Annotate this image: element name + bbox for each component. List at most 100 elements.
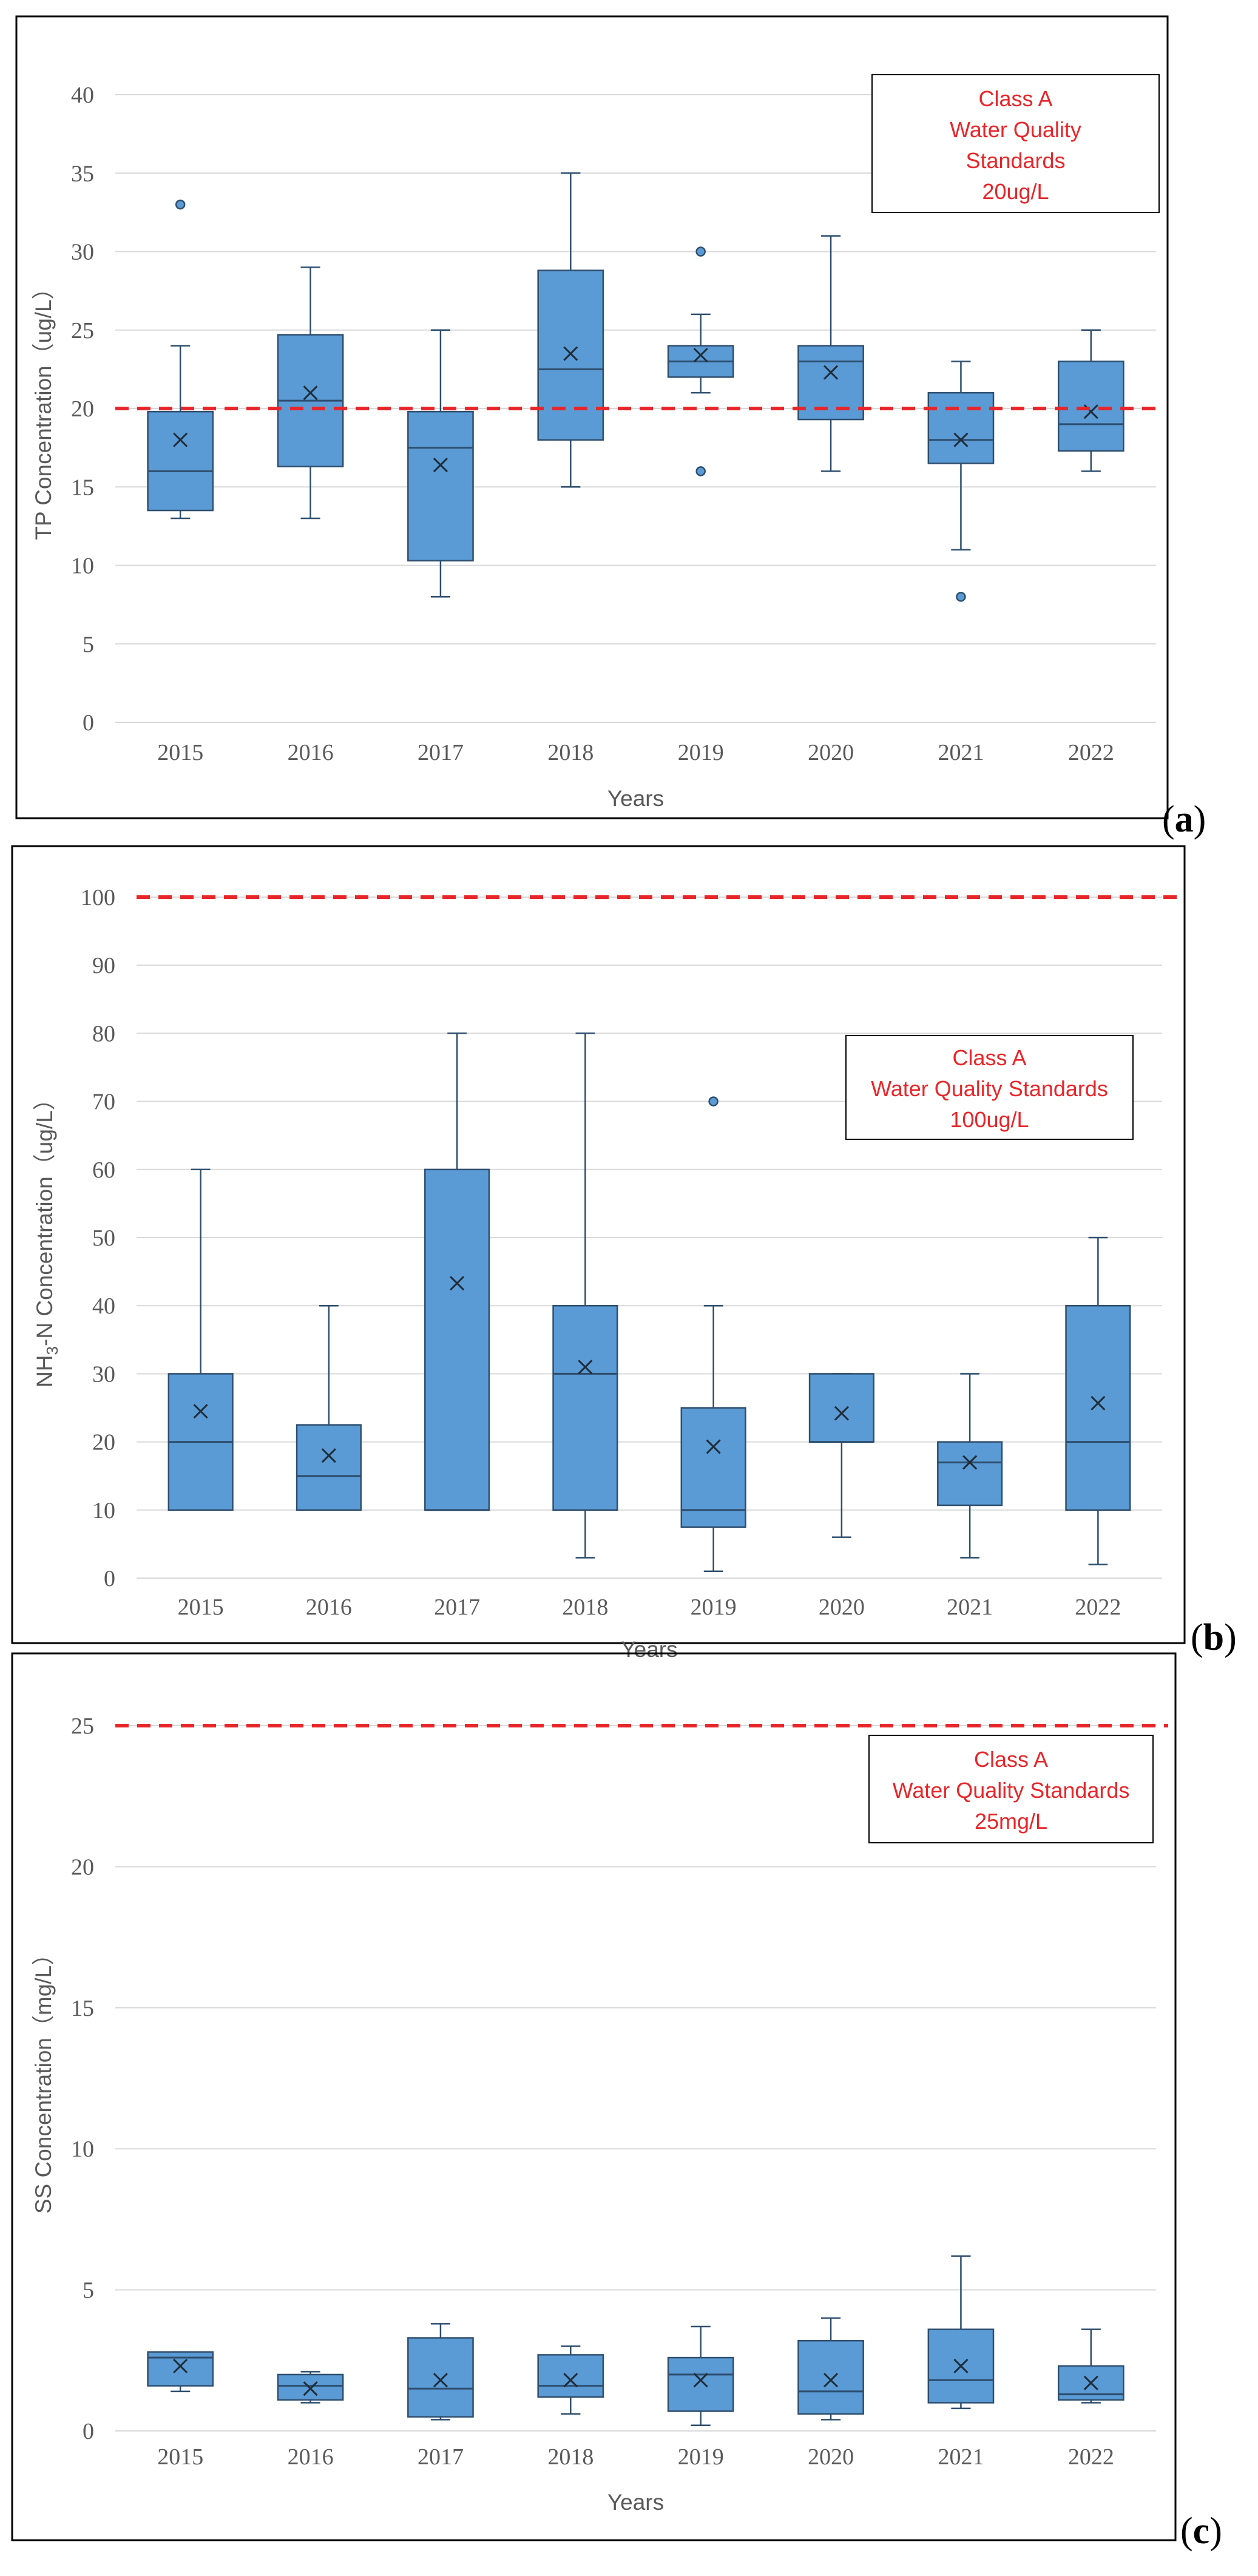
y-tick-label: 0 bbox=[83, 710, 94, 736]
box-2016 bbox=[296, 1304, 362, 1511]
mean-marker bbox=[433, 2373, 448, 2388]
legend-line: Water Quality Standards bbox=[871, 1076, 1108, 1101]
mean-marker bbox=[823, 365, 839, 380]
legend-line: Standards bbox=[965, 148, 1065, 173]
box-iqr bbox=[552, 1304, 618, 1511]
box-iqr bbox=[407, 2337, 474, 2418]
box-2020 bbox=[797, 235, 864, 472]
legend-line: 25mg/L bbox=[975, 1809, 1047, 1834]
panel-label-paren: ( bbox=[1162, 799, 1175, 840]
y-tick-label: 0 bbox=[83, 2419, 94, 2444]
y-tick-label: 60 bbox=[92, 1158, 115, 1183]
y-axis-title: TP Concentration（ug/L） bbox=[31, 277, 56, 540]
mean-marker bbox=[1083, 2375, 1098, 2391]
box-iqr bbox=[927, 391, 995, 464]
box-iqr bbox=[424, 1168, 490, 1511]
y-tick-label: 15 bbox=[71, 475, 94, 500]
box-iqr bbox=[937, 1441, 1003, 1507]
y-tick-label: 10 bbox=[71, 2137, 94, 2162]
legend-line: Class A bbox=[952, 1045, 1026, 1070]
y-tick-label: 20 bbox=[71, 396, 94, 422]
x-tick-label: 2016 bbox=[306, 1595, 352, 1620]
box-2018 bbox=[537, 2345, 604, 2415]
x-tick-label: 2015 bbox=[178, 1595, 224, 1620]
box-iqr bbox=[537, 269, 604, 441]
legend-line: Class A bbox=[974, 1747, 1048, 1772]
box-iqr bbox=[537, 2354, 604, 2398]
outlier-point bbox=[956, 591, 966, 602]
legend-box bbox=[871, 74, 1160, 213]
chart-panel-a: 0 5 10 15 20 25 30 35 40 2015 2016 2017 2018 2019 2020… bbox=[15, 15, 1206, 840]
x-tick-label: 2018 bbox=[547, 740, 593, 765]
y-axis-title: SS Concentration（mg/L） bbox=[31, 1943, 56, 2214]
x-tick-label: 2015 bbox=[157, 740, 203, 765]
chart-panel-c: 0 5 10 15 20 25 2015 2016 2017 2018 2019 2020 2021 20… bbox=[11, 1652, 1222, 2552]
y-tick-label: 80 bbox=[92, 1021, 115, 1046]
box-2018 bbox=[537, 172, 604, 488]
x-tick-label: 2020 bbox=[808, 2444, 854, 2470]
mean-marker bbox=[834, 1406, 849, 1421]
y-axis-title: NH3-N Concentration（ug/L） bbox=[32, 1088, 61, 1388]
x-tick-label: 2022 bbox=[1068, 2444, 1114, 2470]
chart-panel-b: 0 10 20 30 40 50 60 70 80 90 100 2015 2016 2017 2018 20… bbox=[11, 845, 1237, 1662]
box-2022 bbox=[1057, 329, 1124, 472]
mean-marker bbox=[303, 385, 318, 401]
y-tick-label: 25 bbox=[71, 318, 94, 344]
mean-marker bbox=[953, 432, 969, 447]
mean-marker bbox=[563, 346, 578, 361]
panel-label: (b) bbox=[1191, 1617, 1237, 1658]
box-iqr bbox=[667, 2356, 734, 2412]
x-tick-label: 2020 bbox=[808, 740, 854, 765]
y-tick-label: 10 bbox=[92, 1498, 115, 1524]
box-iqr bbox=[797, 2340, 864, 2415]
y-tick-label: 15 bbox=[71, 1996, 94, 2021]
y-axis-title-subscript: 3 bbox=[43, 1346, 61, 1355]
x-tick-label: 2019 bbox=[678, 2444, 724, 2470]
mean-marker bbox=[563, 2373, 578, 2388]
box-iqr bbox=[147, 410, 214, 512]
box-2017 bbox=[407, 2323, 474, 2421]
box-2018 bbox=[552, 1032, 618, 1559]
x-axis-title: Years bbox=[621, 1637, 677, 1662]
mean-marker bbox=[578, 1360, 593, 1375]
panel-label-letter: b bbox=[1203, 1617, 1224, 1658]
panel-label-paren: ) bbox=[1224, 1617, 1237, 1658]
x-tick-label: 2019 bbox=[691, 1595, 737, 1620]
box-2019 bbox=[667, 246, 734, 476]
x-tick-label: 2017 bbox=[418, 740, 464, 765]
box-2022 bbox=[1057, 2328, 1124, 2404]
mean-marker bbox=[1091, 1395, 1106, 1411]
x-tick-label: 2016 bbox=[288, 2444, 334, 2470]
mean-marker bbox=[823, 2373, 839, 2388]
x-tick-label: 2017 bbox=[418, 2444, 464, 2470]
outlier-point bbox=[695, 246, 706, 257]
x-tick-label: 2016 bbox=[288, 740, 334, 765]
panel-label-paren: ) bbox=[1209, 2510, 1222, 2552]
x-tick-label: 2018 bbox=[562, 1595, 608, 1620]
y-tick-label: 30 bbox=[92, 1361, 115, 1387]
legend-box bbox=[845, 1035, 1134, 1140]
outlier-point bbox=[708, 1096, 719, 1107]
x-axis-title: Years bbox=[607, 2490, 664, 2515]
mean-marker bbox=[173, 432, 188, 447]
box-2021 bbox=[937, 1373, 1003, 1559]
mean-marker bbox=[193, 1404, 208, 1419]
y-tick-label: 100 bbox=[81, 885, 115, 910]
legend-line: 20ug/L bbox=[982, 179, 1049, 204]
mean-marker bbox=[706, 1439, 721, 1454]
x-axis-title: Years bbox=[607, 786, 664, 811]
box-2020 bbox=[808, 1373, 874, 1538]
y-tick-label: 20 bbox=[92, 1430, 115, 1456]
x-tick-label: 2021 bbox=[938, 2444, 984, 2470]
panel-label-paren: ) bbox=[1194, 799, 1206, 840]
y-tick-label: 35 bbox=[71, 161, 94, 186]
box-2016 bbox=[277, 2371, 344, 2404]
box-iqr bbox=[277, 2373, 344, 2401]
box-iqr bbox=[296, 1424, 362, 1511]
x-tick-label: 2017 bbox=[434, 1595, 480, 1620]
legend-line: Water Quality Standards bbox=[893, 1778, 1130, 1803]
panel-label-paren: ( bbox=[1191, 1617, 1203, 1658]
box-2017 bbox=[424, 1032, 490, 1511]
y-tick-label: 20 bbox=[71, 1854, 94, 1880]
